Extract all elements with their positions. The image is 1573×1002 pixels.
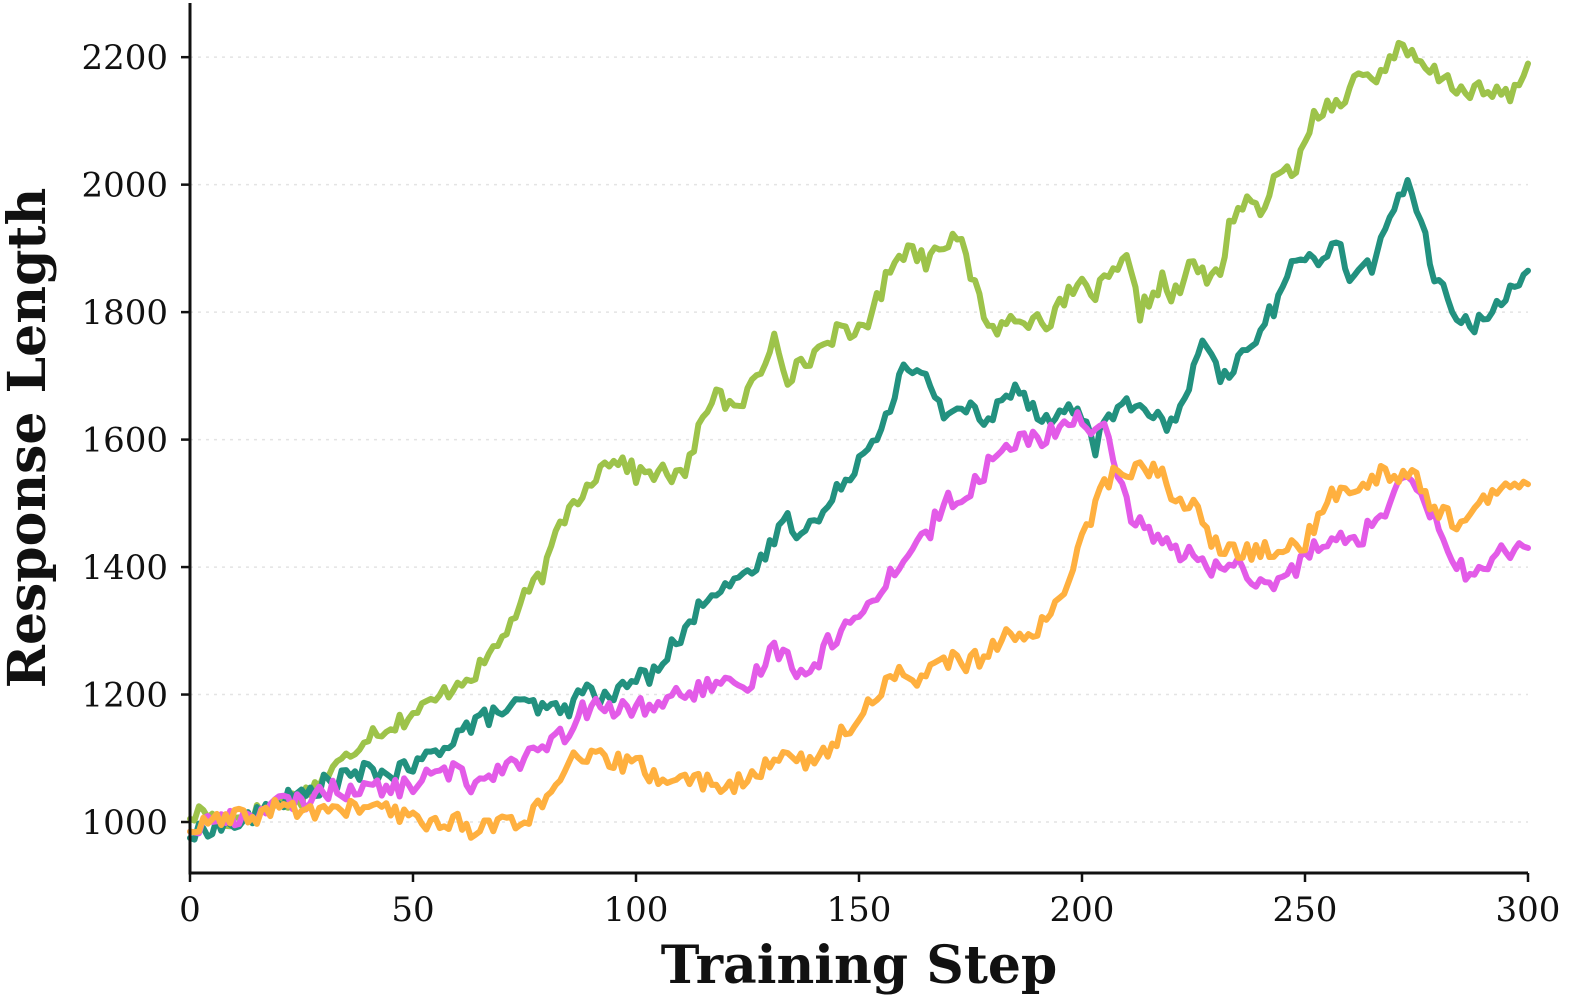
x-tick-label-200: 200 (1050, 890, 1115, 930)
y-tick-label-1000: 1000 (81, 803, 168, 843)
y-axis-title: Response Length (0, 188, 58, 689)
y-tick-label-2000: 2000 (81, 166, 168, 206)
x-tick-label-300: 300 (1496, 890, 1561, 930)
y-ticks: 1000 1200 1400 1600 1800 2000 2200 (81, 38, 190, 843)
y-tick-label-1600: 1600 (81, 421, 168, 461)
x-tick-label-0: 0 (179, 890, 201, 930)
x-ticks: 0 50 100 150 200 250 300 (179, 873, 1560, 930)
x-axis-title: Training Step (661, 935, 1058, 996)
series-line-2 (187, 177, 1531, 843)
x-tick-label-100: 100 (604, 890, 669, 930)
x-tick-label-250: 250 (1273, 890, 1338, 930)
x-tick-label-50: 50 (391, 890, 434, 930)
y-tick-label-1200: 1200 (81, 676, 168, 716)
series-layer (187, 39, 1531, 843)
y-tick-label-1400: 1400 (81, 548, 168, 588)
series-line-3 (187, 409, 1531, 837)
axes (188, 3, 1528, 875)
y-tick-label-1800: 1800 (81, 293, 168, 333)
series-line-1 (187, 39, 1531, 830)
x-tick-label-150: 150 (827, 890, 892, 930)
y-tick-label-2200: 2200 (81, 38, 168, 78)
series-line-4 (187, 459, 1531, 841)
grid (190, 56, 1528, 823)
